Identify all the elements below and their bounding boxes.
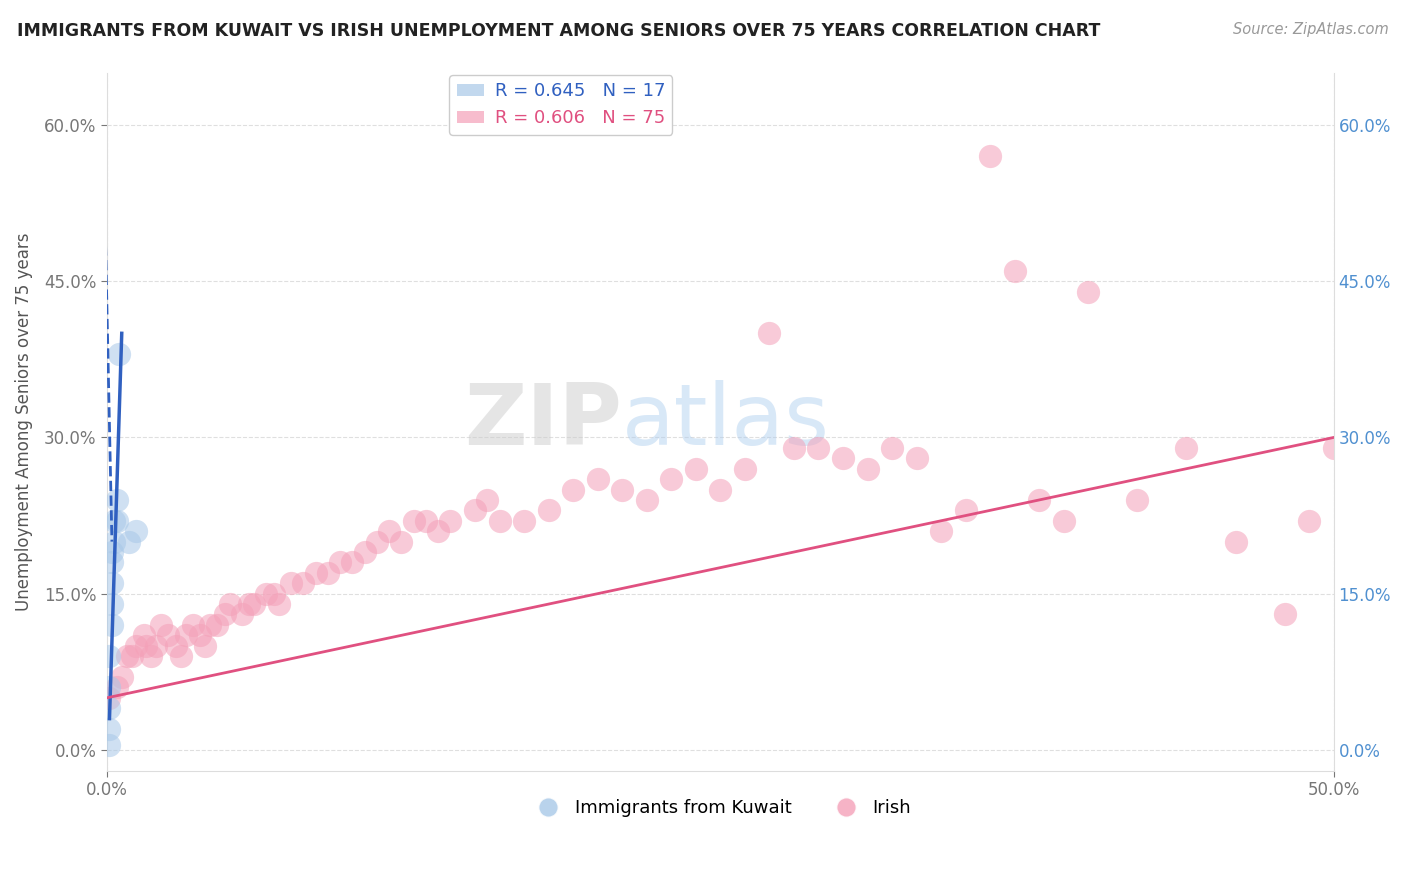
Point xyxy=(979,149,1001,163)
Point xyxy=(415,514,437,528)
Point xyxy=(1323,441,1346,455)
Point xyxy=(101,618,124,632)
Point xyxy=(157,628,180,642)
Point xyxy=(402,514,425,528)
Point xyxy=(783,441,806,455)
Point xyxy=(267,597,290,611)
Point xyxy=(636,492,658,507)
Point xyxy=(165,639,187,653)
Point xyxy=(659,472,682,486)
Point xyxy=(101,545,124,559)
Point xyxy=(150,618,173,632)
Point xyxy=(98,681,121,695)
Point xyxy=(101,576,124,591)
Point xyxy=(194,639,217,653)
Point xyxy=(174,628,197,642)
Point xyxy=(880,441,903,455)
Point xyxy=(391,534,413,549)
Point xyxy=(1274,607,1296,622)
Point xyxy=(181,618,204,632)
Point xyxy=(98,649,121,664)
Point xyxy=(329,556,352,570)
Point xyxy=(111,670,134,684)
Point xyxy=(427,524,450,538)
Point xyxy=(439,514,461,528)
Point xyxy=(103,534,125,549)
Point xyxy=(513,514,536,528)
Point xyxy=(488,514,510,528)
Point xyxy=(477,492,499,507)
Point xyxy=(1225,534,1247,549)
Point xyxy=(856,461,879,475)
Point xyxy=(709,483,731,497)
Point xyxy=(231,607,253,622)
Point xyxy=(562,483,585,497)
Point xyxy=(537,503,560,517)
Point xyxy=(734,461,756,475)
Point xyxy=(103,514,125,528)
Point xyxy=(1077,285,1099,299)
Point xyxy=(292,576,315,591)
Text: Source: ZipAtlas.com: Source: ZipAtlas.com xyxy=(1233,22,1389,37)
Point xyxy=(366,534,388,549)
Point xyxy=(188,628,211,642)
Point xyxy=(1175,441,1198,455)
Point xyxy=(955,503,977,517)
Point xyxy=(125,639,148,653)
Point xyxy=(685,461,707,475)
Point xyxy=(758,326,780,341)
Point xyxy=(141,649,163,664)
Point xyxy=(121,649,143,664)
Point xyxy=(98,738,121,752)
Point xyxy=(304,566,326,580)
Point xyxy=(353,545,375,559)
Point xyxy=(280,576,302,591)
Point xyxy=(105,492,128,507)
Text: IMMIGRANTS FROM KUWAIT VS IRISH UNEMPLOYMENT AMONG SENIORS OVER 75 YEARS CORRELA: IMMIGRANTS FROM KUWAIT VS IRISH UNEMPLOY… xyxy=(17,22,1101,40)
Point xyxy=(316,566,339,580)
Legend: Immigrants from Kuwait, Irish: Immigrants from Kuwait, Irish xyxy=(522,792,918,824)
Point xyxy=(132,628,155,642)
Point xyxy=(218,597,240,611)
Point xyxy=(243,597,266,611)
Point xyxy=(214,607,236,622)
Point xyxy=(612,483,634,497)
Point xyxy=(1004,264,1026,278)
Point xyxy=(378,524,401,538)
Point xyxy=(108,347,131,361)
Point xyxy=(207,618,229,632)
Point xyxy=(342,556,364,570)
Point xyxy=(1298,514,1320,528)
Point xyxy=(115,649,138,664)
Point xyxy=(145,639,167,653)
Text: ZIP: ZIP xyxy=(464,380,623,463)
Point xyxy=(98,722,121,736)
Point xyxy=(98,690,121,705)
Point xyxy=(101,556,124,570)
Point xyxy=(256,587,278,601)
Point xyxy=(832,451,855,466)
Point xyxy=(198,618,221,632)
Point xyxy=(238,597,260,611)
Point xyxy=(118,534,141,549)
Point xyxy=(905,451,928,466)
Text: atlas: atlas xyxy=(623,380,830,463)
Point xyxy=(125,524,148,538)
Point xyxy=(586,472,609,486)
Point xyxy=(169,649,191,664)
Point xyxy=(464,503,486,517)
Point xyxy=(929,524,952,538)
Point xyxy=(105,681,128,695)
Point xyxy=(1028,492,1050,507)
Point xyxy=(263,587,285,601)
Point xyxy=(1053,514,1076,528)
Point xyxy=(135,639,157,653)
Point xyxy=(105,514,128,528)
Y-axis label: Unemployment Among Seniors over 75 years: Unemployment Among Seniors over 75 years xyxy=(15,233,32,611)
Point xyxy=(101,597,124,611)
Point xyxy=(807,441,830,455)
Point xyxy=(98,701,121,715)
Point xyxy=(1126,492,1149,507)
